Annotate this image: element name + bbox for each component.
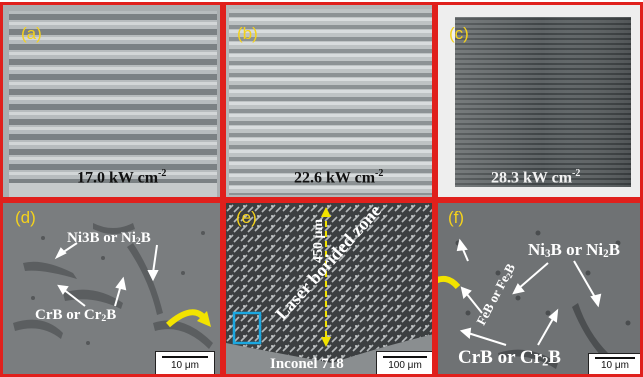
panel-b-caption: 22.6 kW cm-2 [294, 168, 384, 187]
panel-d-phase-label-top: Ni3B or Ni2B [67, 230, 151, 247]
panel-a-caption: 17.0 kW cm-2 [77, 168, 167, 187]
panel-d-scale-label: 10 μm [171, 360, 199, 371]
panel-e-tag: (e) [236, 208, 257, 227]
panel-e-substrate-label: Inconel 718 [270, 356, 344, 372]
panel-f-phase-label-top: Ni3B or Ni2B [528, 240, 620, 261]
panel-b-image [229, 9, 432, 195]
panel-f-phase-label-bottom: CrB or Cr2B [458, 347, 561, 369]
panel-c-caption: 28.3 kW cm-2 [491, 168, 581, 187]
panel-c-image [455, 17, 631, 187]
panel-a-tag: (a) [21, 24, 42, 43]
panel-d-image [13, 223, 213, 349]
panel-f-scale-bar: 10 μm [588, 353, 640, 374]
panel-d-scale-bar: 10 μm [155, 351, 215, 374]
panel-f-tag: (f) [448, 208, 465, 227]
panel-c: (c) 28.3 kW cm-2 [435, 2, 643, 200]
panel-e-scale-bar: 100 μm [376, 351, 432, 374]
panel-f-scale-label: 10 μm [601, 360, 629, 371]
panel-f-scale-line [595, 357, 635, 359]
panel-d-tag: (d) [15, 208, 36, 227]
panel-a-image [9, 11, 217, 197]
panel-e-scale-label: 100 μm [388, 360, 422, 371]
panel-a: (a) 17.0 kW cm-2 [0, 2, 223, 200]
panel-b-tag: (b) [237, 24, 258, 43]
panel-d-phase-label-bottom: CrB or Cr2B [35, 307, 117, 324]
panel-f: (f) FeB or Fe2B Ni3B or Ni2B CrB or Cr2B… [435, 200, 643, 377]
panel-d-scale-line [162, 356, 208, 358]
panel-c-tag: (c) [449, 24, 469, 43]
panel-d: (d) Ni3B or Ni2B CrB or Cr2B 10 μm [0, 200, 223, 377]
panel-e-scale-line [383, 356, 427, 358]
panel-b: (b) 22.6 kW cm-2 [223, 2, 435, 200]
panel-e: (e) 450 μm Laser borided zone Inconel 71… [223, 200, 435, 377]
panel-f-image [438, 230, 631, 369]
